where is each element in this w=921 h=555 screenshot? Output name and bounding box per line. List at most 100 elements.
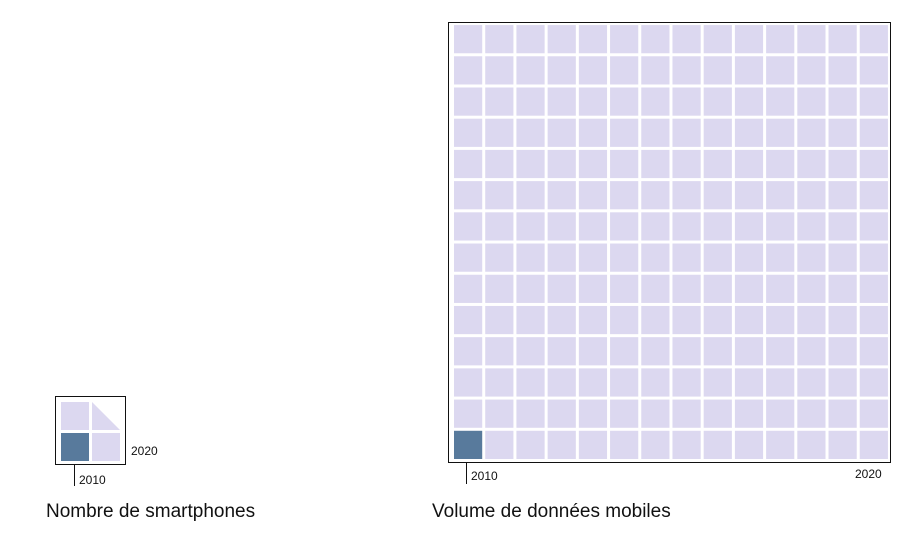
data-volume-unit-cell [703,181,732,210]
data-volume-unit-cell [547,368,576,397]
data-volume-unit-cell [610,212,639,241]
data-volume-unit-cell [641,305,670,335]
data-volume-unit-cell-baseline [454,430,483,459]
data-volume-unit-cell [641,430,670,459]
data-volume-unit-cell [516,337,545,366]
data-volume-unit-cell [828,305,857,335]
data-volume-unit-cell [734,87,764,116]
data-volume-unit-cell [734,430,764,459]
data-volume-unit-cell [578,56,608,85]
data-volume-unit-cell [828,25,857,54]
data-volume-unit-cell [516,149,545,179]
data-volume-unit-cell [734,56,764,85]
data-volume-unit-cell [672,399,701,428]
data-volume-unit-cell [734,181,764,210]
data-volume-unit-cell [828,118,857,147]
data-volume-unit-cell [485,56,514,85]
smartphones-unit-cell [92,433,120,461]
data-volume-unit-cell [859,149,888,179]
data-volume-unit-cell [454,399,483,428]
data-volume-unit-cell [672,305,701,335]
data-volume-unit-cell [859,118,888,147]
data-volume-unit-cell [797,243,826,272]
data-volume-unit-cell [485,87,514,116]
data-volume-unit-cell [641,149,670,179]
data-volume-unit-cell [516,274,545,303]
data-volume-unit-cell [766,118,795,147]
data-volume-unit-cell [578,243,608,272]
data-volume-unit-cell [672,181,701,210]
data-volume-unit-cell [516,399,545,428]
data-volume-unit-cell [766,305,795,335]
data-volume-unit-cell [516,305,545,335]
data-volume-unit-cell [578,87,608,116]
data-volume-unit-cell [578,305,608,335]
data-volume-unit-cell [485,430,514,459]
data-volume-unit-cell [859,243,888,272]
data-volume-unit-cell [454,56,483,85]
data-volume-unit-cell [828,274,857,303]
data-volume-unit-cell [734,25,764,54]
data-volume-unit-cell [547,87,576,116]
data-volume-unit-cell [547,181,576,210]
data-volume-unit-cell [766,368,795,397]
data-volume-unit-cell [516,181,545,210]
data-volume-unit-cell [485,149,514,179]
data-volume-unit-cell [859,181,888,210]
data-volume-unit-cell [485,181,514,210]
data-volume-unit-cell [859,368,888,397]
data-volume-unit-cell [859,56,888,85]
data-volume-unit-cell [454,368,483,397]
data-volume-unit-cell [797,25,826,54]
data-volume-unit-cell [641,181,670,210]
data-volume-unit-cell [703,337,732,366]
data-volume-unit-cell [797,399,826,428]
data-volume-unit-cell [703,56,732,85]
data-volume-unit-cell [578,181,608,210]
data-volume-unit-cell [828,337,857,366]
data-volume-unit-cell [672,25,701,54]
data-volume-unit-cell [610,87,639,116]
smartphones-unit-cell [61,402,89,430]
data-volume-unit-cell [547,399,576,428]
data-volume-unit-cell [485,305,514,335]
data-volume-unit-cell [547,149,576,179]
data-volume-unit-cell [547,118,576,147]
data-volume-unit-cell [734,399,764,428]
data-volume-unit-cell [485,25,514,54]
smartphones-start-tick [74,465,75,486]
data-volume-unit-cell [610,305,639,335]
data-volume-unit-cell [703,430,732,459]
data-volume-unit-cell [797,430,826,459]
data-volume-unit-cell [610,368,639,397]
data-volume-unit-cell [578,399,608,428]
data-volume-unit-cell [766,430,795,459]
data-volume-unit-cell [672,56,701,85]
data-volume-unit-cell [578,149,608,179]
data-volume-unit-cell [859,337,888,366]
data-volume-unit-cell [610,274,639,303]
data-volume-unit-cell [797,149,826,179]
data-volume-unit-cell [672,118,701,147]
data-volume-unit-cell [578,368,608,397]
data-volume-unit-cell [610,337,639,366]
data-volume-unit-cell [610,118,639,147]
smartphones-unit-cell [92,402,120,430]
data-volume-unit-cell [703,87,732,116]
data-volume-unit-cell [859,274,888,303]
data-volume-unit-cell [734,337,764,366]
data-volume-unit-cell [734,118,764,147]
data-volume-unit-cell [859,305,888,335]
data-volume-unit-cell [672,149,701,179]
data-volume-unit-cell [610,399,639,428]
data-volume-unit-cell [703,149,732,179]
data-volume-unit-cell [797,181,826,210]
data-volume-unit-cell [703,368,732,397]
data-volume-unit-cell [547,243,576,272]
data-volume-unit-cell [454,243,483,272]
data-volume-unit-cell [578,118,608,147]
data-volume-unit-cell [672,87,701,116]
data-volume-unit-cell [672,243,701,272]
data-volume-unit-cell [734,305,764,335]
